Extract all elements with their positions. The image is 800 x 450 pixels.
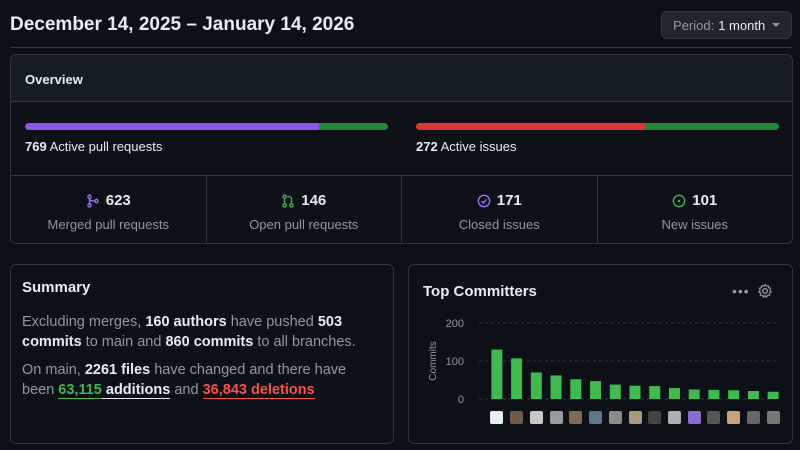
stat-label: Closed issues (458, 217, 540, 232)
date-range-title: December 14, 2025 – January 14, 2026 (10, 14, 355, 35)
stat-closed-issues[interactable]: 171 Closed issues (402, 176, 598, 243)
summary-panel: Summary Excluding merges, 160 authors ha… (10, 264, 394, 444)
committer-avatar[interactable] (490, 411, 504, 424)
additions-count[interactable]: 63,115 (58, 382, 102, 399)
active-pull-requests-caption[interactable]: 769 Active pull requests (25, 139, 162, 154)
bar (668, 387, 680, 399)
bar (590, 381, 602, 399)
y-tick-label: 0 (458, 394, 464, 406)
committer-avatar[interactable] (549, 411, 563, 424)
bar (708, 389, 720, 399)
check-circle-icon (477, 194, 491, 207)
stat-value: 101 (692, 192, 718, 209)
issue-open-icon (672, 194, 686, 207)
top-committers-title: Top Committers (423, 283, 537, 300)
y-tick-label: 100 (446, 356, 464, 368)
deletions-link[interactable]: 36,843 deletions (202, 382, 315, 399)
stat-new-issues[interactable]: 101 New issues (598, 176, 793, 243)
open-segment (319, 123, 388, 130)
stat-value: 623 (105, 192, 131, 209)
committer-avatar[interactable] (510, 411, 524, 424)
pull-requests-progress-bar (25, 123, 388, 130)
bar (550, 375, 562, 399)
stat-open-pull-requests[interactable]: 146 Open pull requests (207, 176, 402, 243)
committers-bar-chart: 0 100 200 Commits (428, 318, 779, 406)
summary-changes-text: On main, 2261 files have changed and the… (22, 360, 382, 400)
bar (609, 384, 621, 399)
committer-avatar[interactable] (746, 411, 760, 424)
bar (629, 385, 641, 399)
top-committers-panel: Top Committers ••• 0 100 200 Commits (408, 264, 793, 444)
bar (491, 349, 503, 399)
pull-request-icon (282, 193, 294, 208)
commits-all-count: 860 commits (165, 334, 254, 350)
merge-icon (87, 193, 99, 208)
bar (511, 358, 523, 399)
text-fragment: Excluding merges, (22, 314, 146, 330)
bar (747, 391, 759, 399)
period-dropdown[interactable]: Period: 1 month (661, 11, 792, 39)
stat-label: Merged pull requests (47, 217, 169, 232)
y-axis-label: Commits (428, 341, 439, 380)
caret-down-icon (772, 23, 780, 27)
summary-commits-text: Excluding merges, 160 authors have pushe… (22, 312, 382, 352)
bar (728, 390, 740, 399)
stat-label: Open pull requests (249, 217, 359, 232)
text-fragment: have changed and there have been (22, 362, 347, 398)
active-pull-requests-count: 769 (25, 139, 47, 154)
closed-segment (416, 123, 645, 130)
summary-title: Summary (22, 279, 91, 296)
gear-icon[interactable] (757, 283, 773, 299)
y-tick-label: 200 (446, 318, 464, 330)
text-fragment: have pushed (226, 314, 318, 330)
authors-count: 160 authors (145, 314, 227, 330)
commits-main-count: 503 commits (22, 314, 343, 350)
committer-avatar[interactable] (667, 411, 681, 424)
text-fragment: and (170, 382, 203, 398)
bar (570, 379, 582, 399)
overview-title: Overview (11, 55, 792, 102)
additions-link[interactable]: additions (101, 382, 171, 399)
page-header: December 14, 2025 – January 14, 2026 Per… (10, 0, 792, 48)
committer-avatar[interactable] (529, 411, 543, 424)
text-fragment: to all branches. (253, 334, 356, 350)
bar (767, 391, 779, 399)
active-issues-count: 272 (416, 139, 438, 154)
committer-avatar[interactable] (648, 411, 662, 424)
files-count: 2261 files (84, 362, 151, 378)
committer-avatar[interactable] (628, 411, 642, 424)
committer-avatar[interactable] (589, 411, 603, 424)
committer-avatar[interactable] (707, 411, 721, 424)
kebab-icon[interactable]: ••• (732, 283, 750, 299)
period-value: 1 month (718, 17, 766, 33)
text-fragment: On main, (22, 362, 85, 378)
stat-label: New issues (661, 217, 728, 232)
stat-value: 146 (301, 192, 327, 209)
bar (649, 386, 661, 399)
committer-avatar[interactable] (766, 411, 780, 424)
committer-avatar[interactable] (608, 411, 622, 424)
new-segment (644, 123, 779, 130)
bar (688, 389, 700, 399)
stat-value: 171 (496, 192, 522, 209)
overview-stats: 623 Merged pull requests 146 Open pull r… (11, 175, 792, 243)
active-issues-label: Active issues (440, 139, 517, 154)
committer-avatar[interactable] (569, 411, 583, 424)
text-fragment: to main and (81, 334, 166, 350)
committer-avatar[interactable] (727, 411, 741, 424)
active-issues-caption[interactable]: 272 Active issues (416, 139, 516, 154)
merged-segment (25, 123, 320, 130)
overview-panel: Overview 769 Active pull requests 272 Ac… (10, 54, 793, 244)
issues-progress-bar (416, 123, 779, 130)
period-label: Period: (673, 17, 715, 33)
bar (530, 372, 542, 399)
committer-avatar[interactable] (687, 411, 701, 424)
active-pull-requests-label: Active pull requests (49, 139, 163, 154)
stat-merged-pull-requests[interactable]: 623 Merged pull requests (11, 176, 207, 243)
